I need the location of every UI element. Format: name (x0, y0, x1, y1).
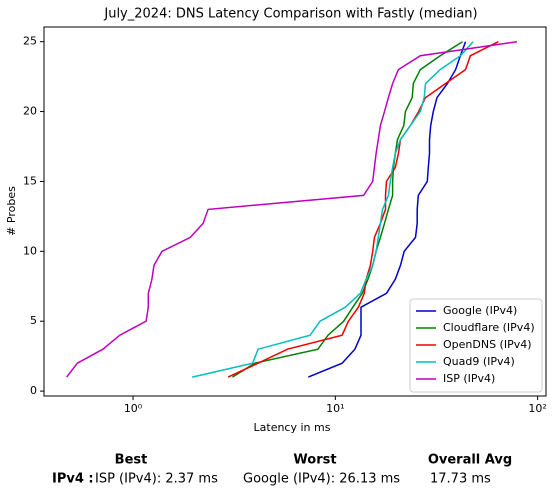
summary-header: Worst (293, 453, 336, 468)
x-tick-label: 10⁰ (124, 402, 143, 415)
x-tick-label: 10¹ (326, 402, 344, 415)
y-axis-label: # Probes (5, 186, 18, 236)
y-tick-label: 20 (23, 105, 37, 118)
legend-label: Cloudflare (IPv4) (443, 321, 535, 334)
legend-label: ISP (IPv4) (443, 372, 495, 385)
series-line (192, 41, 474, 378)
y-tick-label: 5 (30, 314, 37, 327)
x-axis-label: Latency in ms (254, 421, 331, 434)
summary-header: Overall Avg (428, 453, 512, 468)
legend-label: OpenDNS (IPv4) (443, 338, 532, 351)
legend-box (409, 298, 543, 393)
y-tick-label: 0 (30, 384, 37, 397)
chart-title: July_2024: DNS Latency Comparison with F… (103, 7, 477, 22)
legend-label: Quad9 (IPv4) (443, 355, 515, 368)
series-line (227, 41, 499, 378)
summary-worst: Google (IPv4): 26.13 ms (243, 472, 400, 487)
series-line (232, 41, 463, 378)
series-line (66, 40, 518, 378)
summary-row-label: IPv4 : (52, 472, 94, 487)
x-tick-label: 10² (528, 402, 546, 415)
summary-header: Best (115, 453, 148, 468)
series-line (308, 41, 467, 378)
summary-best: ISP (IPv4): 2.37 ms (95, 472, 218, 487)
legend-label: Google (IPv4) (443, 304, 517, 317)
y-tick-label: 25 (23, 35, 37, 48)
summary-avg: 17.73 ms (430, 472, 491, 487)
plot-frame (43, 26, 547, 397)
y-tick-label: 10 (23, 244, 37, 257)
y-tick-label: 15 (23, 174, 37, 187)
